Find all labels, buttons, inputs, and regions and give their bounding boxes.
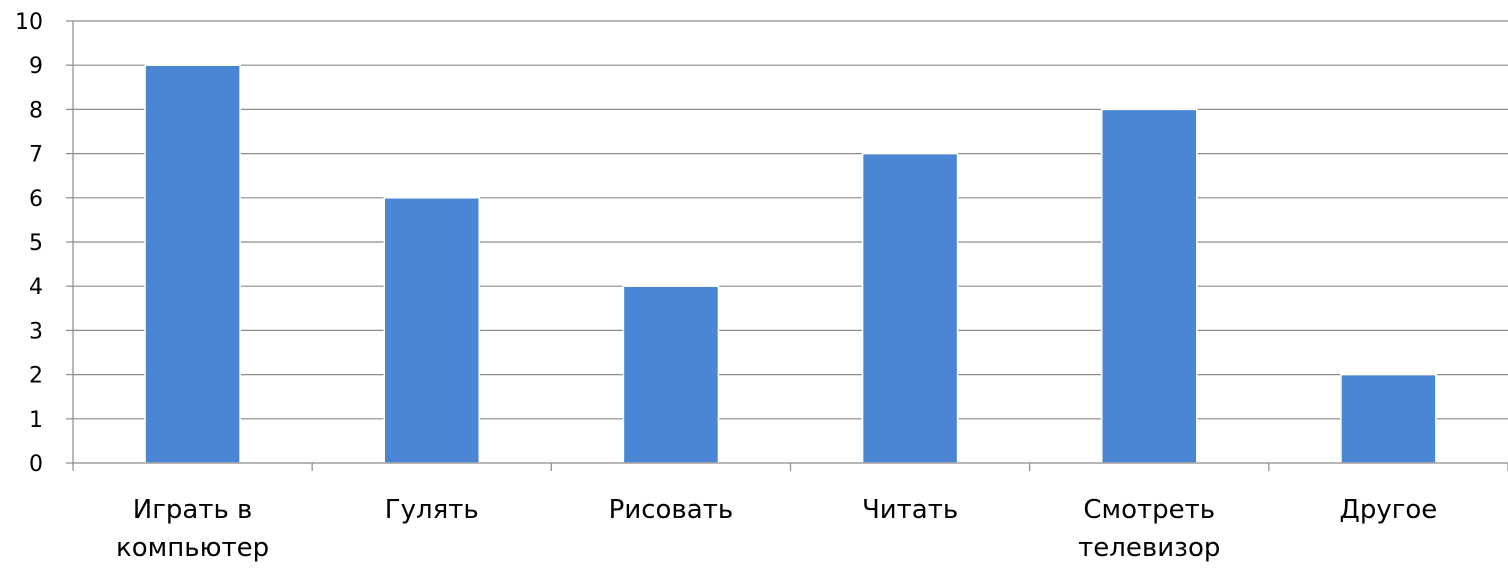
y-tick-label-1: 1 xyxy=(29,408,43,433)
x-category-label-line: Читать xyxy=(862,495,958,525)
gridlines xyxy=(73,20,1508,420)
bar-5 xyxy=(1340,373,1437,464)
x-category-label-line: Рисовать xyxy=(609,495,734,525)
y-tick-label-6: 6 xyxy=(29,187,43,212)
x-category-label-line: компьютер xyxy=(116,533,269,563)
bar-1 xyxy=(383,197,480,464)
x-category-label-line: Другое xyxy=(1340,495,1438,525)
bar-0 xyxy=(144,64,241,464)
bar-4 xyxy=(1101,108,1198,464)
x-category-label-2: Рисовать xyxy=(609,495,734,525)
x-category-label-line: Гулять xyxy=(385,495,479,525)
axes xyxy=(66,20,1508,471)
x-category-label-4: Смотреть телевизор xyxy=(1078,495,1220,563)
x-category-label-3: Читать xyxy=(862,495,958,525)
labels: 0 1 2 3 4 5 6 7 8 9 10 Играть в компьютер Гулять Рисов… xyxy=(15,10,1437,563)
x-category-label-line: Смотреть xyxy=(1083,495,1215,525)
y-tick-label-4: 4 xyxy=(29,275,43,300)
y-tick-label-3: 3 xyxy=(29,319,43,344)
x-category-label-5: Другое xyxy=(1340,495,1438,525)
x-category-label-line: Играть в xyxy=(133,495,253,525)
bar-2 xyxy=(622,285,720,464)
y-tick-label-5: 5 xyxy=(29,231,43,256)
bar-3 xyxy=(861,152,959,464)
y-tick-label-7: 7 xyxy=(29,143,43,168)
y-tick-label-9: 9 xyxy=(29,54,43,79)
bars xyxy=(144,64,1437,464)
x-category-label-line: телевизор xyxy=(1078,533,1220,563)
x-category-label-0: Играть в компьютер xyxy=(116,495,269,563)
y-tick-label-0: 0 xyxy=(29,452,43,477)
x-category-label-1: Гулять xyxy=(385,495,479,525)
y-tick-label-8: 8 xyxy=(29,98,43,123)
y-tick-label-2: 2 xyxy=(29,364,43,389)
y-tick-label-10: 10 xyxy=(15,10,43,35)
